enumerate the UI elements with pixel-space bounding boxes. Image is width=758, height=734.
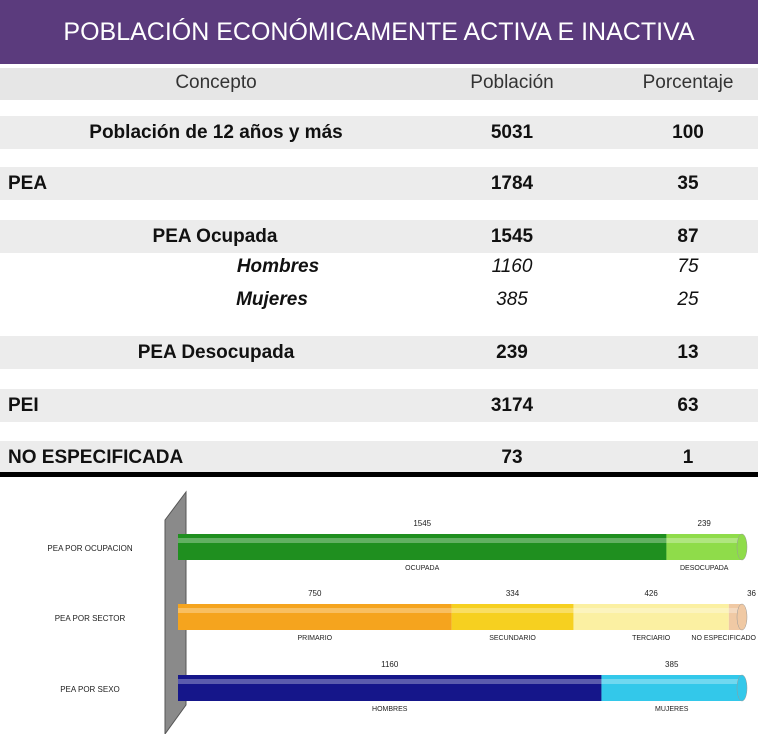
- column-header: Porcentaje: [642, 72, 734, 93]
- cell: 35: [677, 173, 699, 194]
- cell: 73: [501, 447, 523, 468]
- column-header: Concepto: [175, 72, 257, 93]
- bar-highlight: [178, 608, 452, 613]
- segment-label: NO ESPECIFICADO: [691, 635, 756, 642]
- cell: 5031: [490, 122, 534, 143]
- segment-label: TERCIARIO: [632, 635, 671, 642]
- row-band: [0, 389, 758, 422]
- title: POBLACIÓN ECONÓMICAMENTE ACTIVA E INACTI…: [0, 0, 758, 64]
- cell: 385: [496, 289, 528, 310]
- category-label: PEA POR SECTOR: [55, 614, 126, 623]
- segment-label: SECUNDARIO: [489, 635, 536, 642]
- value-label: 1160: [381, 660, 399, 669]
- bar-segment: [601, 675, 742, 701]
- cell: 13: [677, 342, 699, 363]
- row-band: [0, 220, 758, 253]
- cell: 1: [682, 447, 694, 468]
- cell: 87: [677, 226, 699, 247]
- bar-highlight: [728, 608, 742, 613]
- column-header: Población: [470, 72, 554, 93]
- cell: 25: [677, 289, 699, 310]
- segment-label: MUJERES: [655, 706, 689, 713]
- cell: PEA: [8, 173, 48, 194]
- cell: 63: [677, 395, 699, 416]
- bar-segment: [451, 604, 574, 630]
- bar-highlight: [666, 538, 742, 543]
- bar-highlight: [601, 679, 742, 684]
- bar-highlight: [573, 608, 729, 613]
- value-label: 1545: [413, 519, 431, 528]
- row-band: [0, 336, 758, 369]
- cell: Hombres: [236, 256, 320, 277]
- bar-segment: [666, 534, 742, 560]
- cell: Población de 12 años y más: [89, 122, 343, 143]
- bar-highlight: [451, 608, 574, 613]
- row-band: [0, 167, 758, 200]
- cell: 1160: [491, 256, 533, 277]
- header-row: [0, 68, 758, 100]
- bar-segment: [178, 534, 667, 560]
- bar-cap: [736, 533, 748, 561]
- category-label: PEA POR OCUPACION: [47, 544, 132, 553]
- bar-highlight: [178, 679, 602, 684]
- value-label: 385: [665, 660, 679, 669]
- cell: 3174: [490, 395, 534, 416]
- bar-segment: [178, 604, 452, 630]
- bar-segment: [573, 604, 729, 630]
- category-label: PEA POR SEXO: [60, 685, 120, 694]
- row-band: [0, 116, 758, 149]
- cell: PEA Ocupada: [152, 226, 278, 247]
- segment-label: OCUPADA: [405, 565, 439, 572]
- value-label: 239: [698, 519, 712, 528]
- row-band: [0, 441, 758, 474]
- segment-label: DESOCUPADA: [680, 565, 729, 572]
- segment-label: HOMBRES: [372, 706, 408, 713]
- cell: NO ESPECIFICADA: [8, 447, 184, 468]
- cell: PEI: [8, 395, 39, 416]
- cell: 239: [496, 342, 528, 363]
- cell: PEA Desocupada: [137, 342, 295, 363]
- value-label: 750: [308, 589, 322, 598]
- cell: 75: [677, 256, 699, 277]
- bar-cap: [736, 674, 748, 702]
- cell: 1545: [490, 226, 534, 247]
- bar-cap: [736, 603, 748, 631]
- bar-highlight: [178, 538, 667, 543]
- bar-segment: [178, 675, 602, 701]
- divider: [0, 472, 758, 477]
- segment-label: PRIMARIO: [297, 635, 332, 642]
- value-label: 334: [506, 589, 520, 598]
- cell: 100: [672, 122, 704, 143]
- cell: 1784: [490, 173, 534, 194]
- value-label: 426: [644, 589, 658, 598]
- cell: Mujeres: [236, 289, 308, 310]
- value-label: 36: [747, 589, 756, 598]
